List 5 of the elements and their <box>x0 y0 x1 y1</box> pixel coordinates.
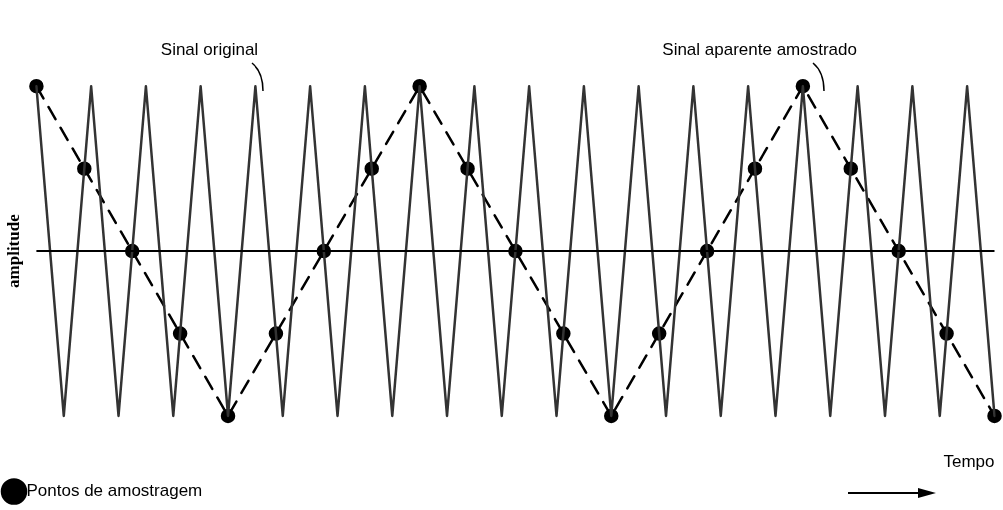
x-axis-title: Tempo <box>943 452 995 472</box>
y-axis-title: amplitude <box>3 213 23 288</box>
text: Sinal aparente amostrado <box>662 40 857 60</box>
text: Sinal original <box>160 40 259 60</box>
legend-label: Pontos de amostragem <box>26 481 203 501</box>
